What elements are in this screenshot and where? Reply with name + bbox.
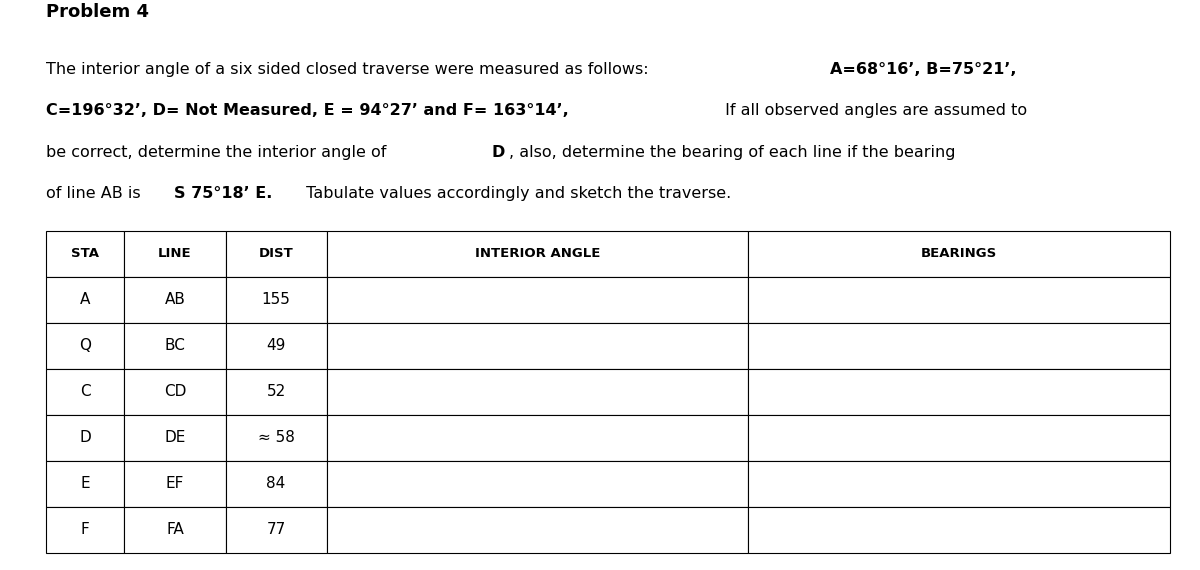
Text: INTERIOR ANGLE: INTERIOR ANGLE — [475, 247, 600, 260]
Text: LINE: LINE — [158, 247, 192, 260]
Text: E: E — [80, 477, 90, 491]
Text: D: D — [492, 145, 505, 160]
Bar — [749, 277, 1170, 323]
Text: AB: AB — [164, 292, 185, 307]
Bar — [749, 369, 1170, 415]
Bar — [749, 507, 1170, 553]
Bar — [46, 461, 125, 507]
Text: 84: 84 — [266, 477, 286, 491]
Bar — [749, 415, 1170, 461]
Bar — [226, 507, 326, 553]
Text: BC: BC — [164, 339, 185, 353]
Bar — [326, 323, 749, 369]
Bar — [326, 277, 749, 323]
Bar — [125, 231, 226, 277]
Text: F: F — [80, 522, 89, 538]
Bar — [125, 461, 226, 507]
Bar — [749, 323, 1170, 369]
Text: C=196°32’, D= Not Measured, E = 94°27’ and F= 163°14’,: C=196°32’, D= Not Measured, E = 94°27’ a… — [46, 103, 569, 118]
Text: , also, determine the bearing of each line if the bearing: , also, determine the bearing of each li… — [509, 145, 955, 160]
Text: D: D — [79, 430, 91, 445]
Bar — [749, 231, 1170, 277]
Text: CD: CD — [163, 384, 186, 400]
Bar — [125, 415, 226, 461]
Bar — [326, 461, 749, 507]
Bar — [125, 277, 226, 323]
Text: EF: EF — [166, 477, 184, 491]
Bar — [326, 369, 749, 415]
Text: 155: 155 — [262, 292, 290, 307]
Text: Q: Q — [79, 339, 91, 353]
Text: The interior angle of a six sided closed traverse were measured as follows:: The interior angle of a six sided closed… — [46, 62, 653, 76]
Text: of line AB is: of line AB is — [46, 186, 145, 201]
Text: Problem 4: Problem 4 — [46, 3, 149, 21]
Text: 52: 52 — [266, 384, 286, 400]
Bar — [46, 231, 125, 277]
Text: C: C — [79, 384, 90, 400]
Text: Tabulate values accordingly and sketch the traverse.: Tabulate values accordingly and sketch t… — [301, 186, 732, 201]
Bar — [46, 415, 125, 461]
Text: A=68°16’, B=75°21’,: A=68°16’, B=75°21’, — [829, 62, 1016, 76]
Bar — [226, 415, 326, 461]
Text: DIST: DIST — [259, 247, 294, 260]
Text: A: A — [79, 292, 90, 307]
Text: 49: 49 — [266, 339, 286, 353]
Text: If all observed angles are assumed to: If all observed angles are assumed to — [720, 103, 1027, 118]
Bar — [125, 507, 226, 553]
Bar — [226, 231, 326, 277]
Bar — [326, 507, 749, 553]
Bar — [226, 369, 326, 415]
Bar — [226, 461, 326, 507]
Bar — [125, 369, 226, 415]
Text: be correct, determine the interior angle of: be correct, determine the interior angle… — [46, 145, 391, 160]
Text: DE: DE — [164, 430, 186, 445]
Text: 77: 77 — [266, 522, 286, 538]
Bar — [226, 323, 326, 369]
Bar — [326, 415, 749, 461]
Bar — [46, 323, 125, 369]
Bar — [326, 231, 749, 277]
Bar — [125, 323, 226, 369]
Bar — [226, 277, 326, 323]
Bar — [46, 369, 125, 415]
Bar — [749, 461, 1170, 507]
Text: STA: STA — [71, 247, 98, 260]
Text: S 75°18’ E.: S 75°18’ E. — [174, 186, 272, 201]
Text: FA: FA — [166, 522, 184, 538]
Bar — [46, 507, 125, 553]
Bar — [46, 277, 125, 323]
Text: BEARINGS: BEARINGS — [922, 247, 997, 260]
Text: ≈ 58: ≈ 58 — [258, 430, 294, 445]
